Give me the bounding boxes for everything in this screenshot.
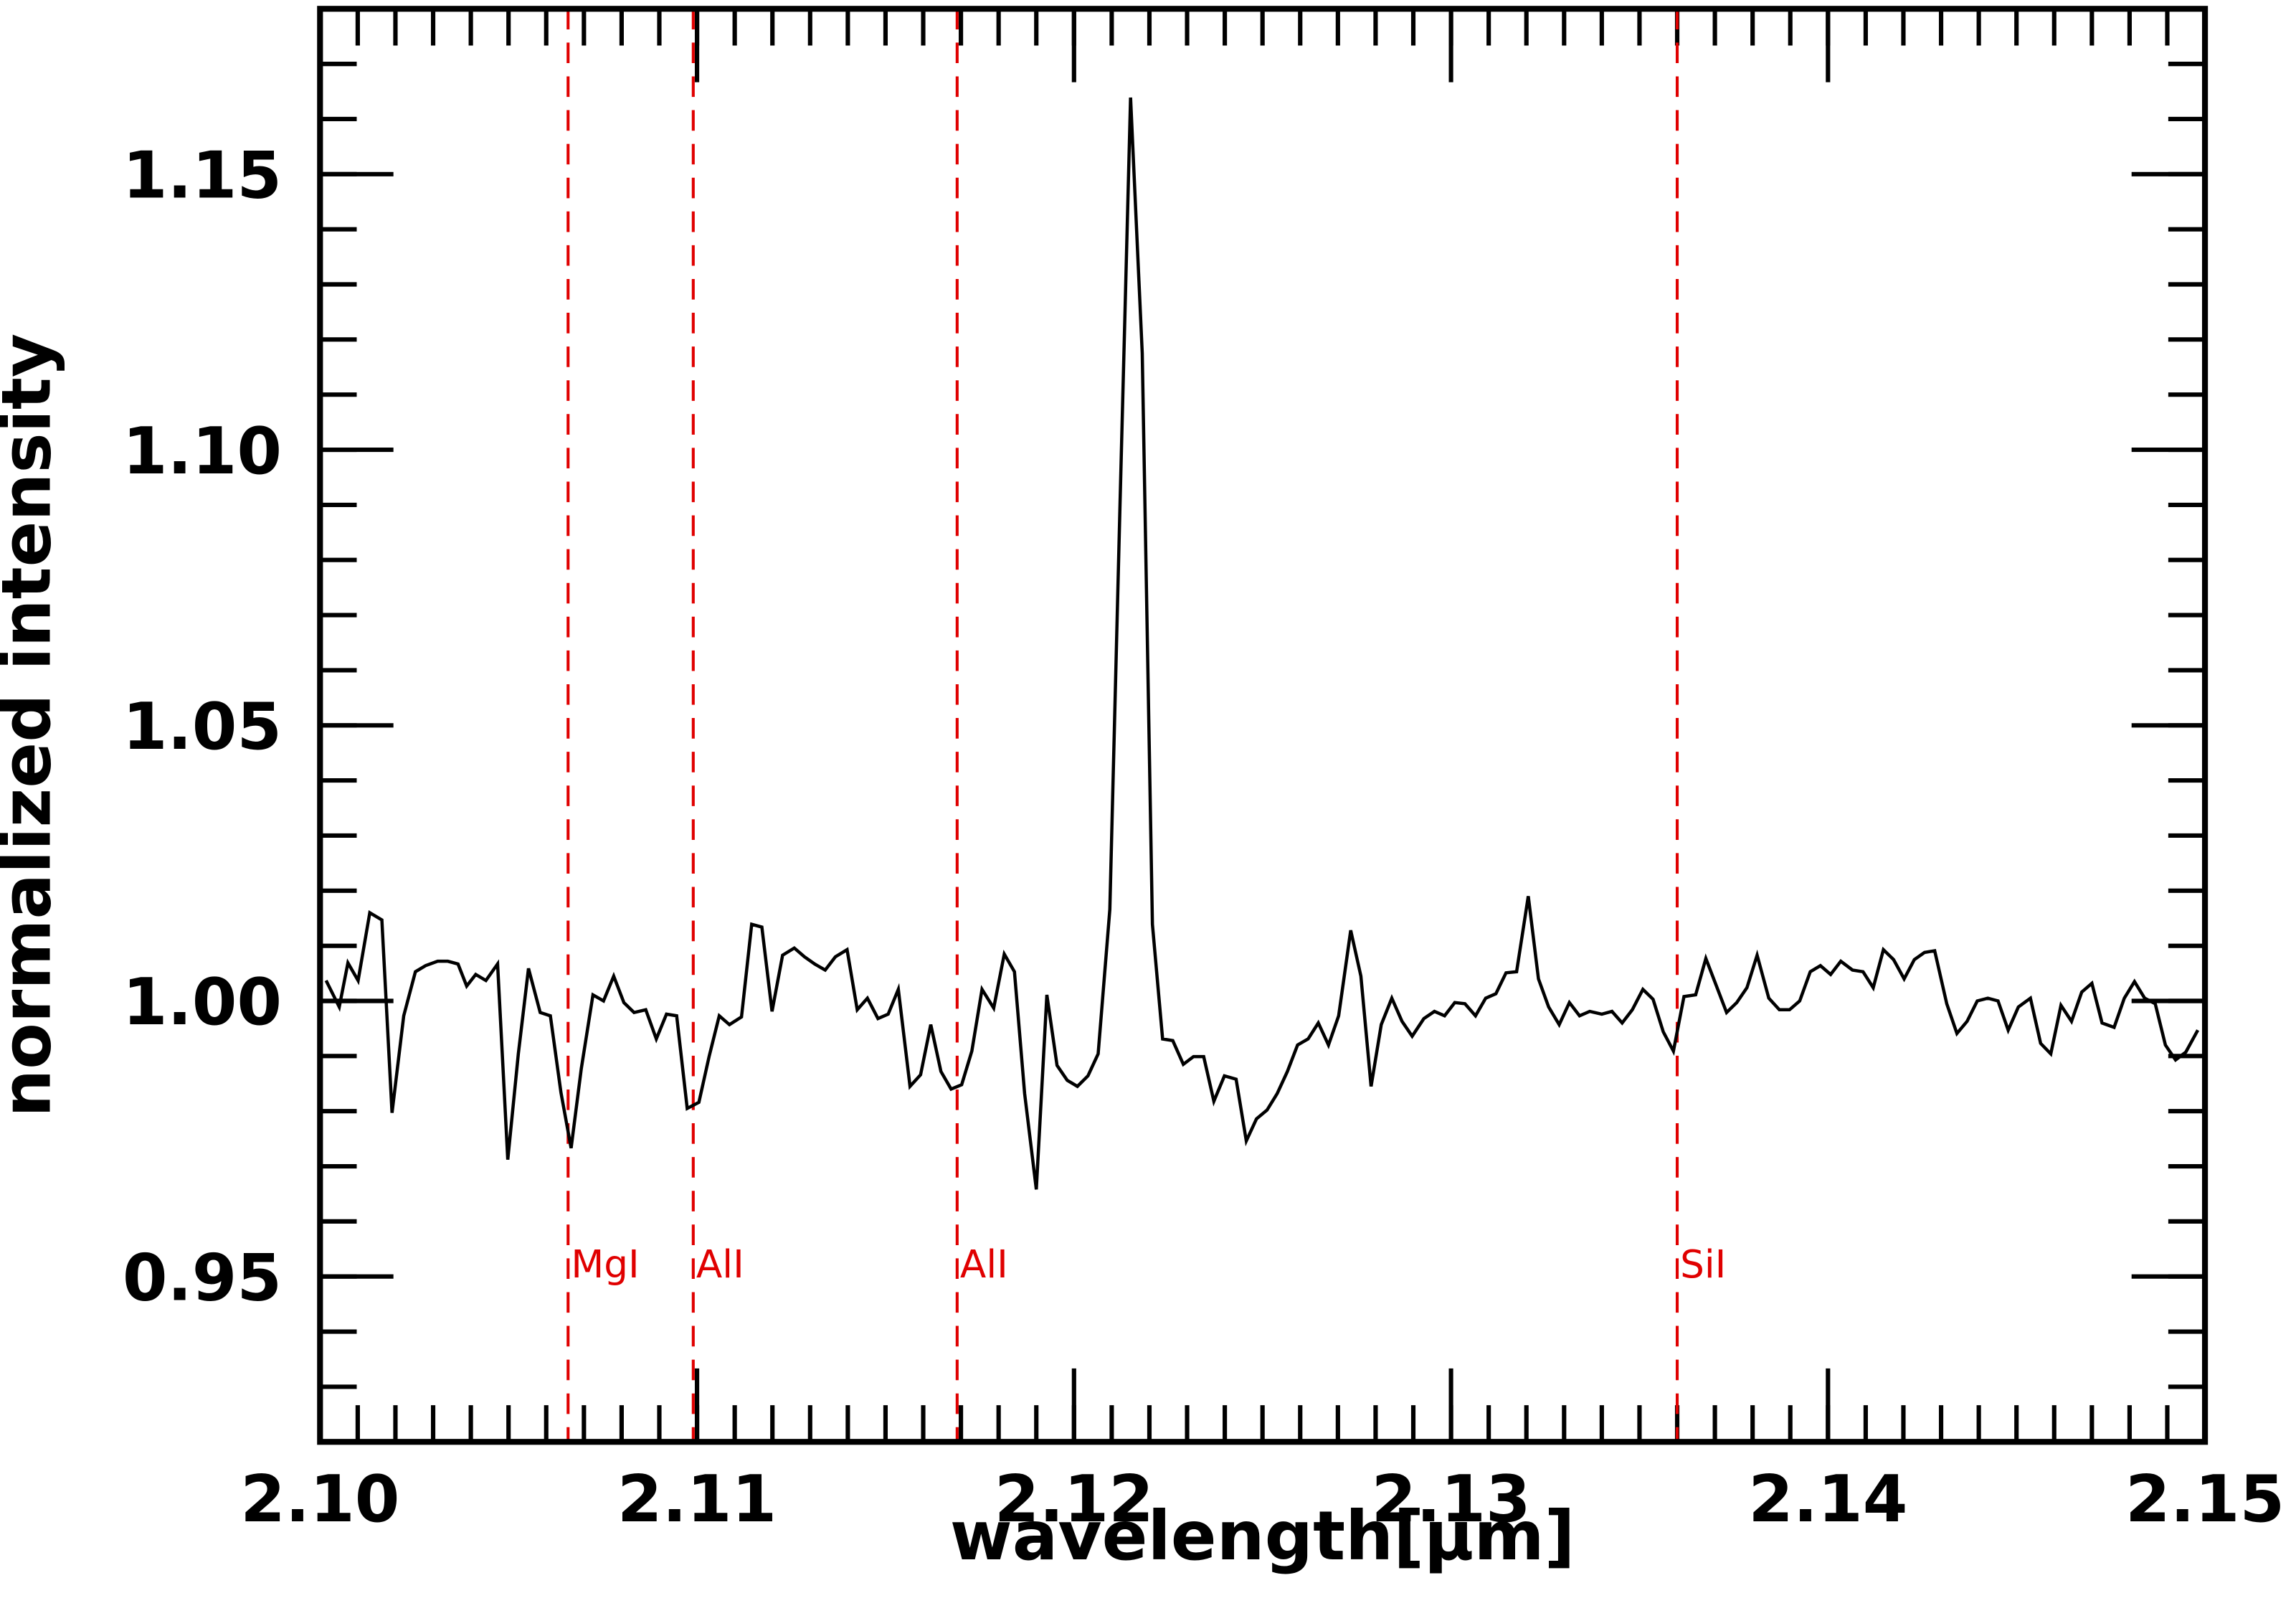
x-axis-label: wavelength[μm]: [950, 1498, 1575, 1576]
x-tick-label: 2.13: [1371, 1462, 1530, 1537]
reference-label: MgI: [571, 1242, 639, 1287]
x-tick-label: 2.10: [240, 1462, 399, 1537]
y-tick-label: 1.10: [123, 414, 282, 489]
spectrum-line: [324, 97, 2200, 1190]
y-tick-label: 1.15: [123, 138, 282, 214]
y-tick-label: 1.00: [123, 965, 282, 1040]
y-tick-label: 0.95: [123, 1240, 282, 1315]
reference-label: SiI: [1680, 1242, 1726, 1287]
x-tick-label: 2.12: [995, 1462, 1154, 1537]
reference-label: AlI: [960, 1242, 1008, 1287]
plot-frame: [317, 6, 2209, 1445]
x-tick-label: 2.15: [2125, 1462, 2285, 1537]
y-tick-label: 1.05: [123, 689, 282, 765]
x-tick-label: 2.11: [617, 1462, 777, 1537]
y-axis-label: normalized intensity: [0, 334, 67, 1117]
reference-label: AlI: [696, 1242, 744, 1287]
x-tick-label: 2.14: [1748, 1462, 1907, 1537]
